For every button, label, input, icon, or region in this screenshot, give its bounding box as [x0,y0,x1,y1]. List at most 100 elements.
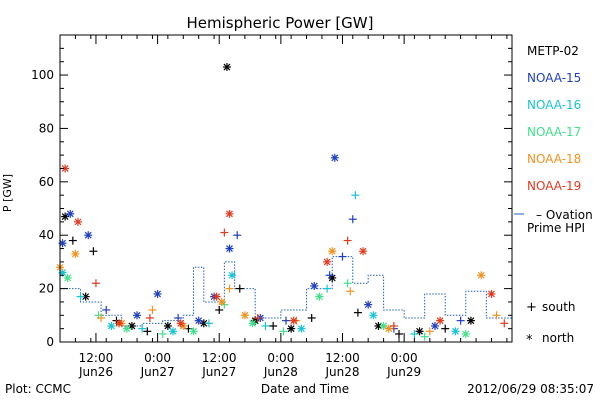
point-noaa-19-south [220,228,229,237]
point-noaa-15-south [348,215,357,224]
ovation-legend-label-line1: – Ovation [536,208,593,222]
point-metp-02-south [353,308,362,317]
x-tick-date-label: Jun27 [140,365,175,379]
marker-key-south: + south [526,300,576,315]
point-metp-02-south [307,313,316,322]
point-noaa-16-north [169,327,177,336]
point-noaa-17-north [315,292,324,301]
footer-timestamp: 2012/06/29 08:35:07 [467,382,594,396]
point-noaa-16-south [323,284,332,293]
ovation-legend-label-line2: Prime HPI [527,221,585,235]
point-noaa-19-north [61,164,70,173]
point-metp-02-south [143,327,152,336]
point-metp-02-south [89,247,98,256]
point-noaa-19-south [500,319,509,328]
point-noaa-18-north [384,324,393,333]
point-metp-02-north [61,212,70,221]
point-noaa-19-north [225,209,234,218]
x-tick-date-label: Jun29 [386,365,421,379]
point-metp-02-north [222,63,231,72]
legend-entry-noaa-18: NOAA-18 [527,152,581,166]
point-noaa-19-north [289,316,298,325]
point-noaa-15-north [225,244,234,253]
legend-entry-noaa-15: NOAA-15 [527,71,581,85]
point-noaa-17-north [461,329,470,338]
x-tick-label: 12:00 [325,351,360,365]
footer-plot-source: Plot: CCMC [5,382,71,396]
point-noaa-15-north [330,153,339,162]
point-noaa-19-south [343,236,352,245]
point-noaa-16-north [369,311,378,320]
point-noaa-18-south [148,305,157,314]
point-metp-02-north [466,316,475,325]
point-noaa-16-north [297,324,306,333]
point-noaa-18-south [492,311,501,320]
point-metp-02-north [415,327,424,336]
point-noaa-15-north [66,209,75,218]
point-noaa-16-north [451,327,460,336]
point-noaa-17-south [420,332,429,341]
marker-key-south-label: south [542,300,576,314]
point-metp-02-north [81,292,90,301]
point-noaa-19-north [359,247,368,256]
point-noaa-15-north [153,289,162,298]
data-points-layer [56,63,509,341]
point-noaa-18-south [346,287,355,296]
x-tick-label: 0:00 [267,351,294,365]
point-metp-02-north [374,321,383,330]
point-noaa-19-south [145,313,154,322]
x-tick-label: 12:00 [202,351,237,365]
x-tick-date-label: Jun28 [324,365,359,379]
point-noaa-16-south [261,321,270,330]
point-metp-02-south [269,321,278,330]
point-metp-02-north [287,324,296,333]
point-noaa-16-south [351,191,360,200]
legend-entry-noaa-19: NOAA-19 [527,179,581,193]
point-noaa-15-south [282,316,290,325]
point-noaa-15-north [194,316,203,325]
x-tick-label: 0:00 [144,351,171,365]
x-tick-date-label: Jun27 [201,365,236,379]
point-noaa-17-south [343,279,352,288]
ovation-line-layer [60,213,524,327]
point-noaa-16-south [204,319,213,328]
point-metp-02-south [395,329,403,338]
point-noaa-19-south [91,279,100,288]
point-noaa-15-south [325,271,334,280]
point-metp-02-south [68,236,77,245]
point-noaa-15-north [133,311,142,320]
point-noaa-18-north [328,247,337,256]
point-noaa-15-north [84,231,93,240]
point-noaa-18-north [240,311,249,320]
point-noaa-19-north [323,257,332,266]
point-noaa-17-north [248,319,257,328]
point-noaa-15-south [102,305,111,314]
point-noaa-17-north [189,327,198,336]
y-axis-ticks: 0 20 40 60 80 100 [31,47,512,349]
point-noaa-19-north [487,289,496,298]
legend-entry-noaa-17: NOAA-17 [527,125,581,139]
point-noaa-18-north [71,249,80,258]
x-tick-label: 12:00 [79,351,114,365]
marker-key-north: * north [526,331,574,348]
point-noaa-19-north [115,319,124,328]
point-noaa-16-south [410,329,419,338]
x-tick-date-label: Jun26 [78,365,113,379]
x-tick-label: 0:00 [391,351,418,365]
point-noaa-17-south [158,329,167,338]
plus-marker-icon: + [526,300,537,315]
point-noaa-15-north [430,321,439,330]
point-metp-02-south [215,305,224,314]
plot-frame [59,34,513,343]
point-noaa-19-north [73,217,82,226]
point-metp-02-north [163,321,172,330]
point-noaa-15-south [456,316,465,325]
y-tick-label: 40 [39,228,54,242]
point-noaa-16-south [76,292,85,301]
y-tick-label: 0 [46,335,54,349]
point-noaa-19-south [389,321,398,330]
point-metp-02-south [441,324,450,333]
legend-entry-noaa-16: NOAA-16 [527,98,581,112]
ovation-hpi-line [60,256,513,327]
